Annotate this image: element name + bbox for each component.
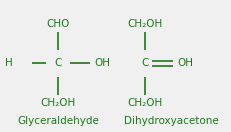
Text: Dihydroxyacetone: Dihydroxyacetone <box>124 116 218 126</box>
Text: CH₂OH: CH₂OH <box>127 19 162 29</box>
Text: CH₂OH: CH₂OH <box>127 98 162 108</box>
Text: CHO: CHO <box>46 19 69 29</box>
Text: C: C <box>141 58 148 68</box>
Text: H: H <box>5 58 13 68</box>
Text: OH: OH <box>177 58 193 68</box>
Text: OH: OH <box>94 58 109 68</box>
Text: C: C <box>54 58 61 68</box>
Text: CH₂OH: CH₂OH <box>40 98 75 108</box>
Text: Glyceraldehyde: Glyceraldehyde <box>17 116 98 126</box>
